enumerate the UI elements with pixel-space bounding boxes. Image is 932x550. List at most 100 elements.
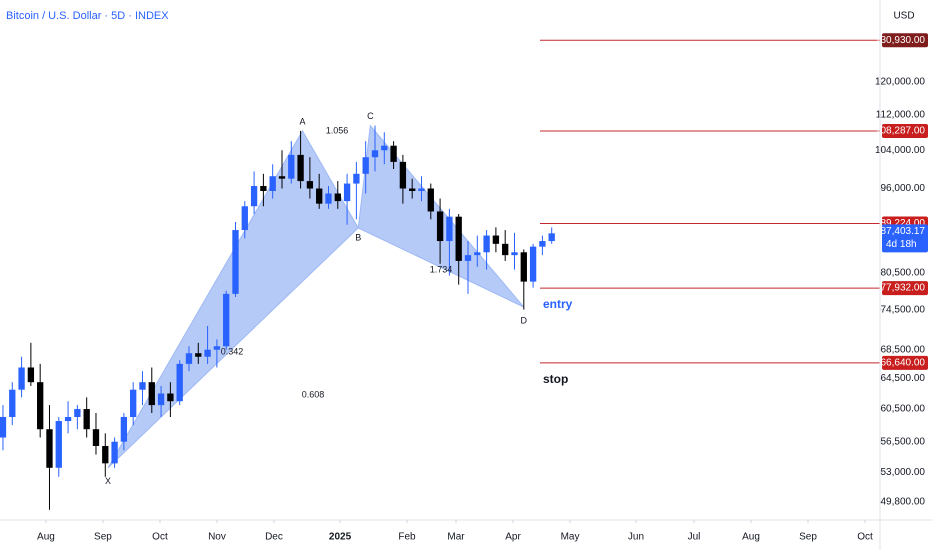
x-tick-label: Dec <box>265 532 283 543</box>
candle-body <box>390 145 397 162</box>
candle-body <box>381 145 388 151</box>
candle-body <box>176 363 183 402</box>
candle-body <box>157 393 165 406</box>
y-tick-label: 60,500.00 <box>881 404 926 415</box>
candle-body <box>436 211 444 242</box>
pattern-ratio: 0.342 <box>221 346 244 356</box>
level-label: 66,640.00 <box>881 358 926 369</box>
y-tick-label: 96,000.00 <box>881 183 926 194</box>
candle-body <box>250 186 258 207</box>
candle-body <box>167 393 174 402</box>
x-tick-label: Nov <box>208 532 226 543</box>
candle-body <box>362 157 369 174</box>
candle-body <box>297 154 304 182</box>
y-tick-label: 120,000.00 <box>875 77 925 88</box>
level-label-bg <box>882 281 928 296</box>
candle-body <box>483 235 490 253</box>
current-price-bg <box>882 224 928 253</box>
candle-body <box>232 230 239 294</box>
x-tick-label: Oct <box>857 532 873 543</box>
level-label-bg <box>882 33 928 48</box>
candle-body <box>399 161 407 189</box>
pattern-point-label: C <box>367 111 374 121</box>
candle-body <box>46 429 53 468</box>
candle-body <box>102 445 109 464</box>
candle-body <box>334 193 341 202</box>
candle-body <box>418 188 425 192</box>
candle-body <box>92 429 100 446</box>
candle-body <box>343 183 351 202</box>
candle-body <box>0 417 7 438</box>
current-price-label: 87,403.17 <box>881 226 926 237</box>
candle-body <box>213 346 221 350</box>
candle-body <box>455 216 462 261</box>
pattern-ratio: 1.056 <box>326 125 349 135</box>
chart-title: Bitcoin / U.S. Dollar · 5D · INDEX <box>6 10 169 22</box>
candle-body <box>502 243 509 256</box>
candle-body <box>64 417 72 422</box>
level-label-bg <box>882 355 928 370</box>
candle-body <box>278 176 286 179</box>
candle-body <box>185 353 193 364</box>
candle-body <box>9 389 16 418</box>
annotation: entry <box>543 297 573 311</box>
candle-body <box>539 241 546 247</box>
candle-body <box>120 417 128 442</box>
candle-body <box>260 186 267 192</box>
candle-body <box>74 409 81 418</box>
candle-body <box>511 252 518 256</box>
y-tick-label: 68,500.00 <box>881 344 926 355</box>
pattern-ratio: 0.608 <box>302 389 325 399</box>
candle-body <box>353 173 360 184</box>
x-tick-label: Jul <box>688 532 701 543</box>
pattern-ratio: 1.734 <box>430 264 453 274</box>
candle-body <box>223 293 230 347</box>
pattern-point-label: B <box>355 232 361 242</box>
level-label: 108,287.00 <box>875 126 925 137</box>
candle-body <box>492 235 500 244</box>
annotation: stop <box>543 372 568 386</box>
candle-body <box>520 252 527 282</box>
x-tick-label: Sep <box>94 532 112 543</box>
x-tick-label: Sep <box>799 532 817 543</box>
candle-body <box>325 193 332 204</box>
candle-body <box>195 353 202 357</box>
pattern-point-label: X <box>105 476 111 486</box>
currency: USD <box>893 11 914 22</box>
plot-area <box>0 124 555 510</box>
y-tick-label: 104,000.00 <box>875 145 925 156</box>
x-tick-label: 2025 <box>329 532 352 543</box>
x-tick-label: Oct <box>152 532 168 543</box>
candle-body <box>269 176 276 192</box>
candle-body <box>111 441 118 464</box>
x-tick-label: Feb <box>398 532 416 543</box>
y-tick-label: 49,800.00 <box>881 497 926 508</box>
candle-body <box>241 206 248 231</box>
candle-body <box>288 154 295 179</box>
level-label-bg <box>882 123 928 138</box>
candle-body <box>130 389 137 418</box>
level-label: 77,932.00 <box>881 283 926 294</box>
x-tick-label: Mar <box>447 532 465 543</box>
x-tick-label: Aug <box>37 532 55 543</box>
candle-body <box>529 246 537 282</box>
pattern-point-label: A <box>299 116 305 126</box>
x-tick-label: Apr <box>505 532 521 543</box>
y-tick-label: 53,000.00 <box>881 467 926 478</box>
pattern-point-label: D <box>521 315 528 325</box>
level-label: 130,930.00 <box>875 35 925 46</box>
candle-body <box>464 255 472 261</box>
candle-body <box>316 188 323 204</box>
x-tick-label: Jun <box>628 532 644 543</box>
x-tick-label: Aug <box>742 532 760 543</box>
y-tick-label: 112,000.00 <box>876 110 926 121</box>
y-tick-label: 64,500.00 <box>881 373 926 384</box>
candle-body <box>409 188 416 192</box>
candle-body <box>204 349 211 357</box>
candle-body <box>83 409 90 430</box>
harmonic-pattern <box>107 129 359 469</box>
candle-body <box>139 382 146 390</box>
y-tick-label: 56,500.00 <box>881 436 926 447</box>
